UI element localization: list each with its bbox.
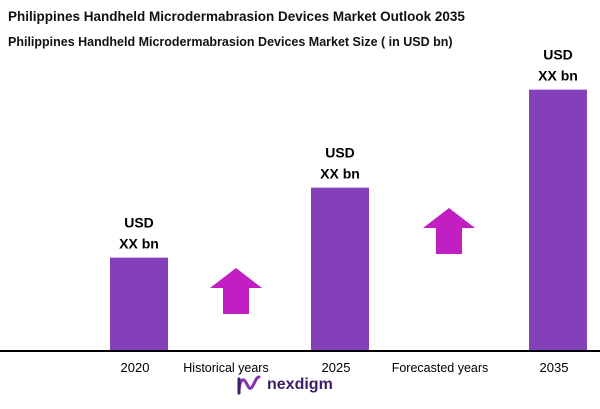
period-label-historical: Historical years	[183, 361, 268, 375]
bar-value-label-2020-line2: XX bn	[119, 236, 159, 252]
chart-title: Philippines Handheld Microdermabrasion D…	[8, 9, 465, 24]
bar-2035	[529, 89, 587, 352]
bar-value-label-2035-line1: USD	[543, 47, 573, 63]
brand-name: nexdigm	[267, 376, 333, 393]
bar-value-label-2020-line1: USD	[124, 215, 154, 231]
chart-subtitle: Philippines Handheld Microdermabrasion D…	[8, 35, 453, 49]
brand-logo: nexdigm	[236, 373, 333, 397]
x-tick-2035: 2035	[540, 360, 569, 375]
bar-value-label-2025-line1: USD	[325, 145, 355, 161]
up-arrow-icon	[423, 208, 475, 254]
bar-value-label-2025-line2: XX bn	[320, 166, 360, 182]
x-tick-2020: 2020	[121, 360, 150, 375]
bar-2025	[311, 187, 369, 351]
nexdigm-logo-icon	[237, 375, 261, 395]
up-arrow-icon	[210, 268, 262, 314]
period-label-forecasted: Forecasted years	[392, 361, 489, 375]
bar-2020	[110, 257, 168, 351]
bar-value-label-2035-line2: XX bn	[538, 68, 578, 84]
x-tick-2025: 2025	[322, 360, 351, 375]
